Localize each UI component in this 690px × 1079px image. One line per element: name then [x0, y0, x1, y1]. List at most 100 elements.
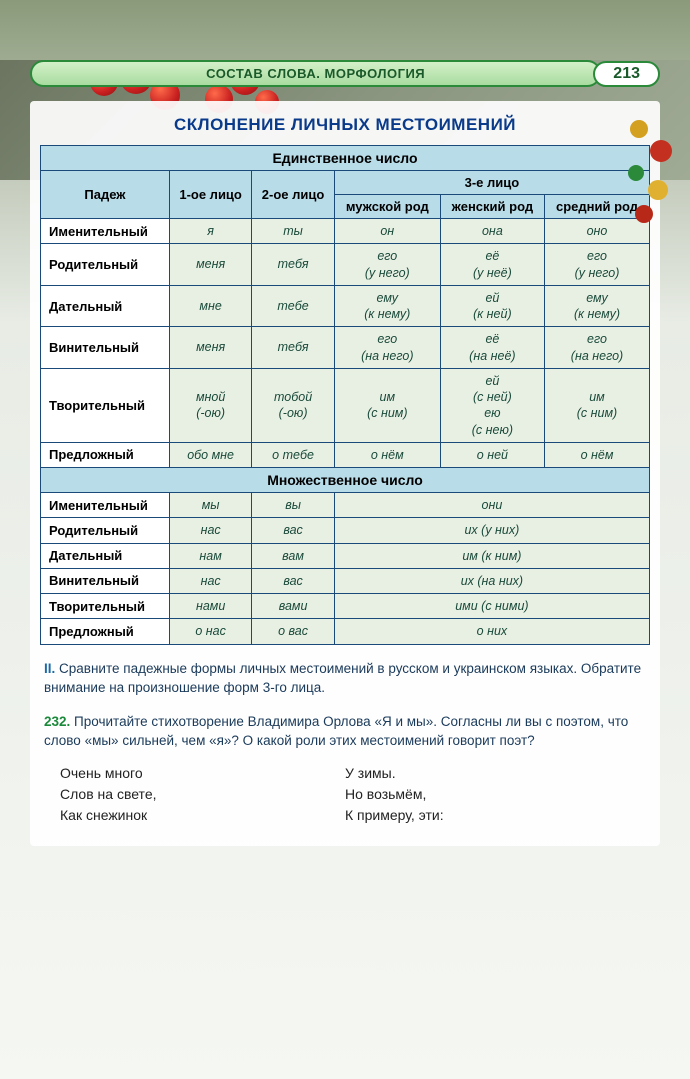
col-masc: мужской род	[334, 195, 440, 219]
table-cell: ей(с ней)ею(с нею)	[440, 368, 544, 442]
table-cell: ты	[252, 219, 334, 244]
poem-line: У зимы.	[345, 763, 630, 784]
table-cell: меня	[169, 327, 251, 369]
poem-line: Очень много	[60, 763, 345, 784]
table-cell: их (на них)	[334, 568, 649, 593]
exercise-2: II. Сравните падежные формы личных место…	[40, 659, 650, 698]
section-plural: Множественное число	[41, 468, 650, 493]
exercise-232: 232. Прочитайте стихотворение Владимира …	[40, 712, 650, 751]
table-cell: ей(к ней)	[440, 285, 544, 327]
table-cell: нас	[169, 518, 251, 543]
poem: Очень многоСлов на свете,Как снежинок У …	[40, 763, 650, 826]
table-row: Предложныйо насо васо них	[41, 619, 650, 644]
table-row: Творительныйнамивамиими (с ними)	[41, 594, 650, 619]
table-cell: мне	[169, 285, 251, 327]
table-cell: Родительный	[41, 244, 170, 286]
poem-line: Как снежинок	[60, 805, 345, 826]
table-cell: её(на неё)	[440, 327, 544, 369]
table-cell: вас	[252, 518, 334, 543]
col-3p: 3-е лицо	[334, 171, 649, 195]
exercise-2-text: Сравните падежные формы личных местоимен…	[44, 661, 641, 696]
table-cell: вы	[252, 493, 334, 518]
table-title: СКЛОНЕНИЕ ЛИЧНЫХ МЕСТОИМЕНИЙ	[40, 115, 650, 135]
table-cell: о нас	[169, 619, 251, 644]
table-cell: тебя	[252, 244, 334, 286]
col-1p: 1-ое лицо	[169, 171, 251, 219]
table-cell: его(на него)	[545, 327, 650, 369]
table-cell: ими (с ними)	[334, 594, 649, 619]
table-cell: я	[169, 219, 251, 244]
table-cell: о нём	[334, 442, 440, 467]
table-cell: она	[440, 219, 544, 244]
col-case: Падеж	[41, 171, 170, 219]
table-cell: Предложный	[41, 619, 170, 644]
table-cell: Винительный	[41, 568, 170, 593]
col-2p: 2-ое лицо	[252, 171, 334, 219]
table-row: Родительныйменятебяего(у него)её(у неё)е…	[41, 244, 650, 286]
table-cell: им(с ним)	[334, 368, 440, 442]
table-cell: нас	[169, 568, 251, 593]
table-cell: о нём	[545, 442, 650, 467]
poem-line: К примеру, эти:	[345, 805, 630, 826]
table-row: Винительныйнасвасих (на них)	[41, 568, 650, 593]
page-number: 213	[593, 61, 660, 87]
poem-line: Слов на свете,	[60, 784, 345, 805]
exercise-232-text: Прочитайте стихотворение Владимира Орлов…	[44, 714, 628, 749]
table-cell: они	[334, 493, 649, 518]
table-row: Именительныймывыони	[41, 493, 650, 518]
table-cell: вами	[252, 594, 334, 619]
table-cell: меня	[169, 244, 251, 286]
table-cell: о тебе	[252, 442, 334, 467]
table-cell: им (к ним)	[334, 543, 649, 568]
col-fem: женский род	[440, 195, 544, 219]
exercise-2-num: II.	[44, 661, 55, 676]
table-cell: Предложный	[41, 442, 170, 467]
section-singular: Единственное число	[41, 146, 650, 171]
table-cell: Творительный	[41, 368, 170, 442]
table-cell: её(у неё)	[440, 244, 544, 286]
table-cell: его(на него)	[334, 327, 440, 369]
table-cell: Дательный	[41, 285, 170, 327]
table-cell: нам	[169, 543, 251, 568]
table-row: Именительныйятыононаоно	[41, 219, 650, 244]
table-cell: Винительный	[41, 327, 170, 369]
side-ornament	[620, 110, 690, 250]
table-cell: вам	[252, 543, 334, 568]
table-cell: ему(к нему)	[334, 285, 440, 327]
table-cell: о вас	[252, 619, 334, 644]
table-cell: тебя	[252, 327, 334, 369]
poem-left-col: Очень многоСлов на свете,Как снежинок	[60, 763, 345, 826]
table-cell: его(у него)	[334, 244, 440, 286]
table-row: Дательныймнетебеему(к нему)ей(к ней)ему(…	[41, 285, 650, 327]
table-cell: мы	[169, 493, 251, 518]
table-cell: им(с ним)	[545, 368, 650, 442]
table-row: Родительныйнасвасих (у них)	[41, 518, 650, 543]
poem-right-col: У зимы.Но возьмём,К примеру, эти:	[345, 763, 630, 826]
table-cell: мной(-ою)	[169, 368, 251, 442]
table-cell: Дательный	[41, 543, 170, 568]
table-cell: тебе	[252, 285, 334, 327]
table-cell: Творительный	[41, 594, 170, 619]
poem-line: Но возьмём,	[345, 784, 630, 805]
table-cell: тобой(-ою)	[252, 368, 334, 442]
table-cell: Именительный	[41, 493, 170, 518]
table-cell: Родительный	[41, 518, 170, 543]
table-cell: нами	[169, 594, 251, 619]
chapter-pill: СОСТАВ СЛОВА. МОРФОЛОГИЯ	[30, 60, 601, 87]
declension-table: Единственное число Падеж 1-ое лицо 2-ое …	[40, 145, 650, 645]
table-row: Винительныйменятебяего(на него)её(на неё…	[41, 327, 650, 369]
table-row: Творительныймной(-ою)тобой(-ою)им(с ним)…	[41, 368, 650, 442]
table-cell: обо мне	[169, 442, 251, 467]
table-cell: он	[334, 219, 440, 244]
table-cell: о них	[334, 619, 649, 644]
table-cell: вас	[252, 568, 334, 593]
exercise-232-num: 232.	[44, 714, 70, 729]
table-cell: о ней	[440, 442, 544, 467]
table-row: Дательныйнамвамим (к ним)	[41, 543, 650, 568]
table-cell: Именительный	[41, 219, 170, 244]
table-cell: их (у них)	[334, 518, 649, 543]
content-panel: СКЛОНЕНИЕ ЛИЧНЫХ МЕСТОИМЕНИЙ Единственно…	[30, 101, 660, 846]
header-bar: СОСТАВ СЛОВА. МОРФОЛОГИЯ 213	[30, 60, 660, 87]
table-row: Предложныйобо мнео тебео нёмо нейо нём	[41, 442, 650, 467]
table-cell: ему(к нему)	[545, 285, 650, 327]
